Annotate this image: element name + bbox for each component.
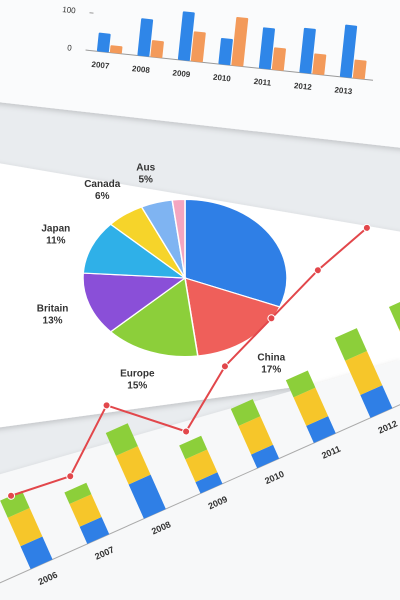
pie-slice (184, 198, 288, 308)
x-tick-label: 2013 (334, 85, 353, 96)
slice-label: China (257, 352, 285, 363)
x-tick-label: 2009 (172, 68, 191, 79)
bar-segment (179, 435, 208, 460)
bar-segment (238, 416, 274, 455)
y-tick-label: 100 (62, 5, 77, 15)
bar-segment (195, 472, 223, 494)
bar (96, 32, 111, 53)
slice-value-label: 17% (261, 364, 281, 375)
line-point (66, 472, 75, 481)
pie-slice (171, 198, 186, 279)
bar-segment (293, 387, 329, 426)
slice-value-label: 11% (46, 236, 66, 247)
line-point (313, 266, 322, 275)
bar-segment (230, 399, 261, 427)
bar-segment (105, 423, 138, 456)
slice-value-label: 13% (43, 315, 63, 326)
combo-chart: 20062007200820092010201120122013 (0, 223, 400, 587)
bar-segment (64, 482, 92, 504)
bar-segment (20, 536, 53, 570)
line-point (182, 427, 191, 436)
pie-slice (109, 276, 199, 358)
slice-label: Japan (41, 224, 70, 235)
bar-segment (115, 446, 151, 485)
bar (299, 27, 316, 74)
bar (109, 45, 123, 54)
x-tick-label: 2010 (213, 73, 232, 84)
bar (231, 16, 249, 67)
bar-chart: 0 100 2007 2008 2009 2010 2011 2012 2013 (62, 5, 374, 96)
bar (271, 47, 286, 71)
bar-segment (306, 416, 336, 444)
bar (339, 24, 358, 78)
slice-value-label: 5% (139, 175, 154, 186)
bar (150, 40, 164, 58)
slice-label: Britain (37, 303, 69, 314)
bar-segment (0, 490, 30, 518)
x-tick-label: 2008 (132, 64, 151, 75)
bar-segment (128, 474, 166, 519)
bar-segment (69, 494, 102, 527)
bar-segment (79, 517, 110, 544)
slice-label: Canada (84, 179, 121, 190)
slice-value-label: 15% (127, 381, 147, 392)
axis-line (89, 49, 374, 81)
bar (352, 59, 367, 80)
line (10, 227, 368, 497)
x-tick-label: 2007 (91, 60, 110, 71)
x-tick-label: 2011 (253, 77, 272, 88)
bar-segment (7, 507, 43, 547)
bar (312, 53, 327, 76)
slice-value-label: 6% (95, 191, 110, 202)
bar-segment (360, 385, 393, 418)
bar (218, 37, 233, 66)
slice-label: Europe (120, 369, 155, 380)
line-point (7, 491, 16, 500)
bar-segment (185, 449, 218, 483)
y-tick-label: 0 (67, 43, 73, 52)
pie-slice (82, 272, 187, 333)
line-point (362, 223, 371, 232)
bar (137, 18, 154, 57)
bar-segment (334, 328, 367, 361)
bar-segment (345, 350, 383, 395)
axis-line (0, 374, 400, 586)
line-point (102, 401, 111, 410)
bar-segment (251, 444, 280, 469)
bar-segment (285, 370, 316, 398)
bar (177, 11, 195, 61)
slice-label: Aus (136, 163, 155, 174)
bar (258, 27, 275, 70)
bar-segment (388, 297, 400, 330)
x-tick-label: 2012 (294, 81, 313, 92)
line-point (220, 362, 229, 371)
line-point (267, 314, 276, 323)
bar (190, 31, 206, 63)
